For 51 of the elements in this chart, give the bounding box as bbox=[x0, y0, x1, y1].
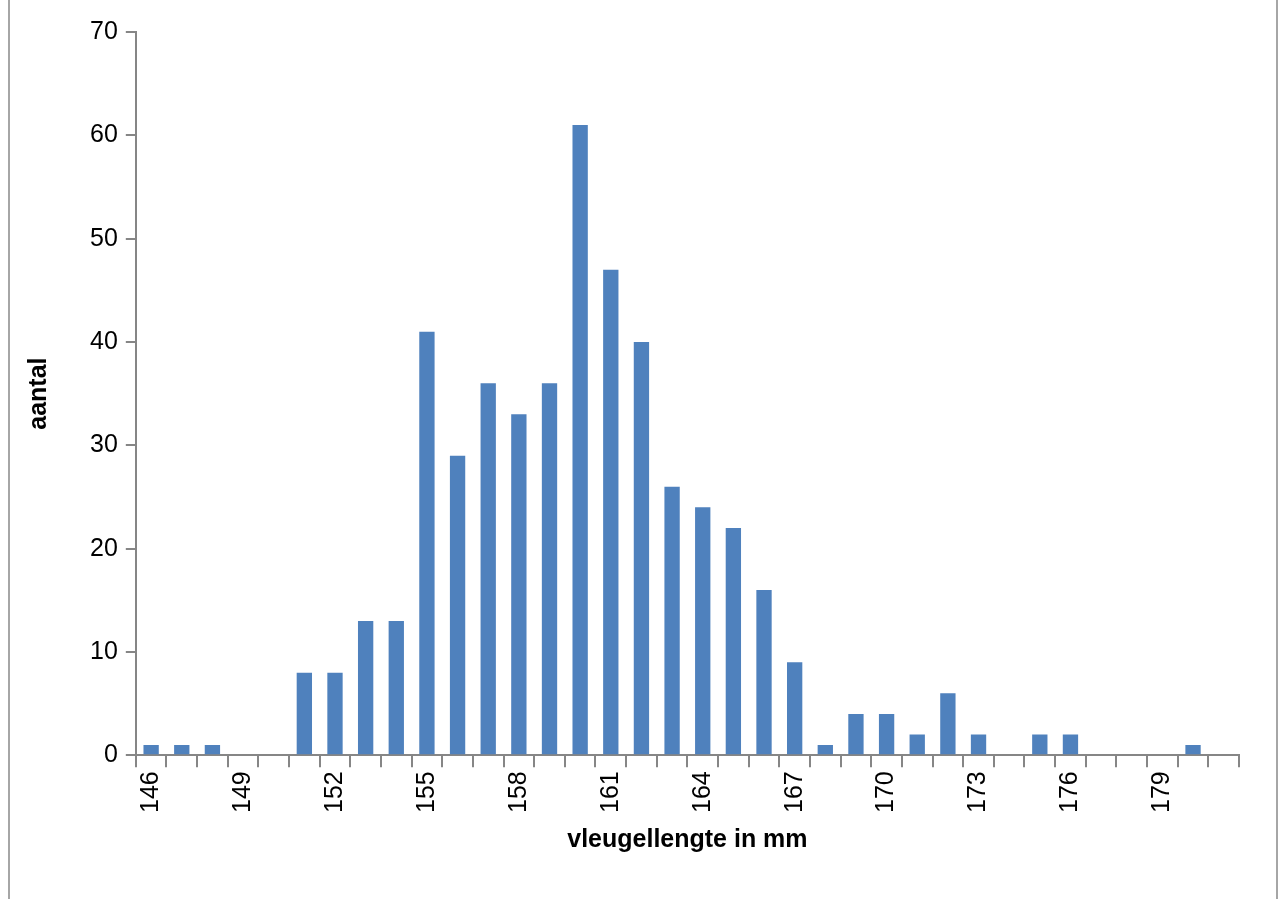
x-tick-label: 146 bbox=[135, 771, 164, 814]
y-tick-label: 30 bbox=[90, 429, 118, 458]
bar bbox=[572, 124, 588, 755]
bar bbox=[541, 383, 558, 755]
bar bbox=[296, 672, 313, 755]
y-tick-label: 50 bbox=[90, 222, 118, 251]
bar bbox=[878, 713, 895, 755]
x-tick-label: 170 bbox=[870, 771, 899, 814]
bar bbox=[511, 414, 527, 755]
bar bbox=[633, 341, 650, 755]
bar bbox=[1032, 734, 1048, 755]
x-tick-label: 173 bbox=[962, 771, 991, 814]
bar bbox=[357, 620, 374, 755]
y-tick-label: 0 bbox=[103, 739, 118, 768]
bar bbox=[725, 527, 742, 755]
y-axis-title: aantal bbox=[22, 357, 51, 430]
bar bbox=[970, 734, 987, 755]
bar bbox=[664, 486, 680, 755]
bar bbox=[419, 331, 435, 755]
x-tick-label: 179 bbox=[1146, 771, 1175, 814]
bar bbox=[174, 744, 190, 755]
y-tick-label: 40 bbox=[90, 325, 118, 354]
y-tick-label: 10 bbox=[90, 635, 118, 664]
x-tick-label: 155 bbox=[410, 771, 439, 814]
bar bbox=[787, 662, 803, 755]
bar bbox=[756, 589, 772, 755]
x-tick-label: 161 bbox=[594, 771, 623, 814]
x-tick-label: 149 bbox=[226, 771, 255, 814]
x-tick-label: 176 bbox=[1054, 771, 1083, 814]
bar bbox=[480, 383, 496, 755]
x-axis-title: vleugellengte in mm bbox=[567, 823, 808, 852]
bar bbox=[143, 744, 159, 755]
bar bbox=[695, 507, 711, 755]
y-tick-label: 60 bbox=[90, 119, 118, 148]
x-tick-label: 152 bbox=[318, 771, 347, 814]
y-tick-label: 20 bbox=[90, 532, 118, 561]
y-tick-label: 70 bbox=[90, 15, 118, 44]
bar bbox=[940, 693, 956, 755]
bar bbox=[817, 744, 833, 755]
bar bbox=[204, 744, 221, 755]
bar bbox=[1062, 734, 1079, 755]
x-tick-label: 167 bbox=[778, 771, 807, 814]
bar bbox=[449, 455, 466, 755]
bar bbox=[909, 734, 925, 755]
x-tick-label: 164 bbox=[686, 771, 715, 814]
bar bbox=[603, 269, 619, 755]
bar bbox=[327, 672, 343, 755]
x-tick-label: 158 bbox=[502, 771, 531, 814]
bar bbox=[848, 713, 864, 755]
bar bbox=[388, 620, 404, 755]
bar bbox=[1185, 744, 1201, 755]
